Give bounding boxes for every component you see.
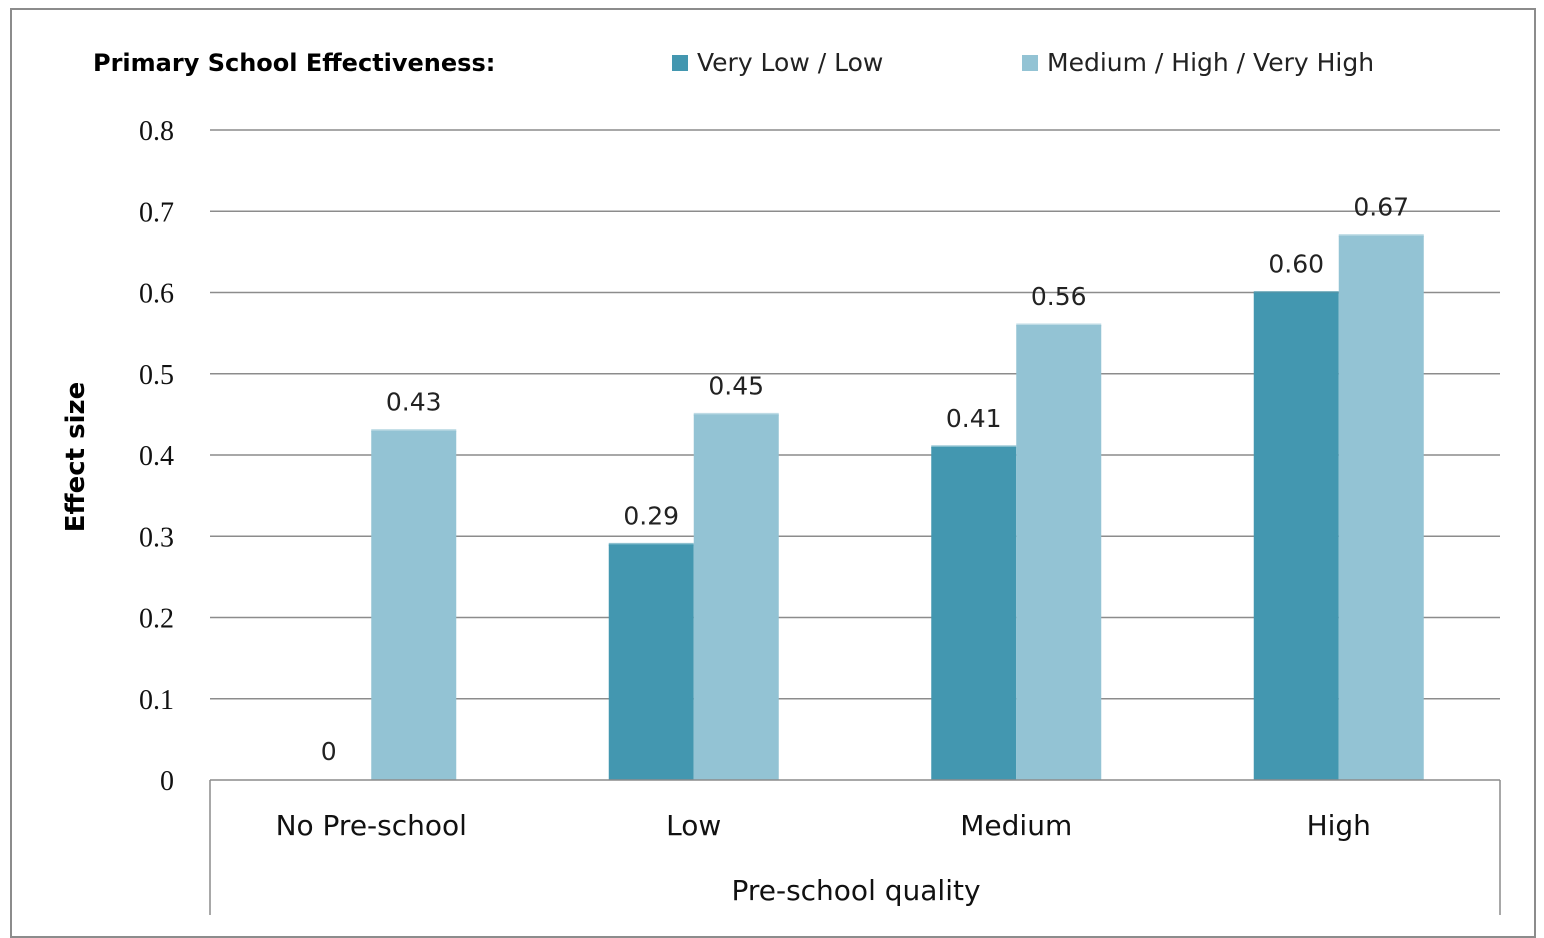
bar-medium-high-very-high xyxy=(371,430,457,780)
data-label: 0.41 xyxy=(946,404,1002,433)
data-label: 0.60 xyxy=(1268,250,1324,279)
y-axis-label: Effect size xyxy=(61,382,91,533)
data-label: 0 xyxy=(321,737,337,766)
y-tick-label: 0.3 xyxy=(139,522,174,553)
legend-label: Medium / High / Very High xyxy=(1047,48,1374,77)
bar-medium-high-very-high xyxy=(1338,235,1424,780)
bar-very-low-low xyxy=(608,544,694,780)
legend-swatch xyxy=(672,55,688,71)
legend-label: Very Low / Low xyxy=(697,48,883,77)
bar-very-low-low xyxy=(1253,292,1339,780)
bar-medium-high-very-high xyxy=(693,414,779,780)
legend-title: Primary School Effectiveness: xyxy=(93,49,495,77)
y-tick-label: 0.2 xyxy=(139,604,174,635)
data-label: 0.45 xyxy=(708,371,764,400)
bars xyxy=(371,234,1424,780)
data-label: 0.43 xyxy=(386,388,442,417)
y-tick-label: 0.1 xyxy=(139,685,174,716)
x-axis: No Pre-school Low Medium High xyxy=(209,779,1501,915)
y-tick-label: 0.4 xyxy=(139,441,174,472)
bar-medium-high-very-high xyxy=(1016,325,1102,780)
data-label: 0.67 xyxy=(1353,193,1409,222)
y-tick-label: 0.8 xyxy=(139,116,174,147)
x-axis-label: Pre-school quality xyxy=(731,874,980,907)
y-tick-label: 0.7 xyxy=(139,197,174,228)
x-tick-label: Medium xyxy=(960,809,1072,842)
y-tick-label: 0.6 xyxy=(139,279,174,310)
x-tick-label: No Pre-school xyxy=(276,809,467,842)
data-label: 0.29 xyxy=(623,501,679,530)
y-tick-label: 0 xyxy=(160,766,174,797)
legend-swatch xyxy=(1022,55,1038,71)
legend: Primary School Effectiveness: Very Low /… xyxy=(93,48,1374,77)
y-tick-label: 0.5 xyxy=(139,360,174,391)
y-tick-labels: 0 0.1 0.2 0.3 0.4 0.5 0.6 0.7 0.8 xyxy=(139,116,174,797)
data-label: 0.56 xyxy=(1031,282,1087,311)
bar-very-low-low xyxy=(931,446,1017,780)
x-tick-label: Low xyxy=(666,809,721,842)
x-tick-label: High xyxy=(1307,809,1371,842)
data-labels: 0 0.43 0.29 0.45 0.41 0.56 0.60 0.67 xyxy=(321,193,1409,766)
